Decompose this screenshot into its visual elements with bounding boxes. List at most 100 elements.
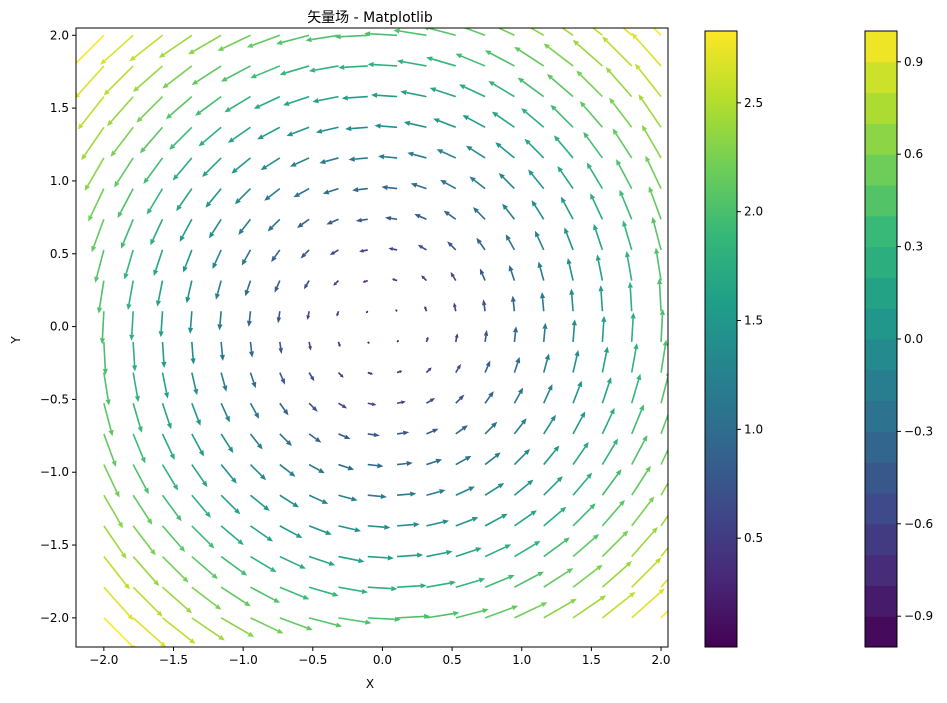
quiver-arrow	[212, 249, 222, 270]
quiver-arrow	[631, 32, 662, 67]
chart-title: 矢量场 - Matplotlib	[307, 10, 433, 26]
colorbar-tick-label: 2.5	[744, 96, 763, 110]
quiver-arrow	[397, 552, 424, 558]
quiver-arrow	[572, 39, 603, 67]
quiver-arrow	[246, 34, 281, 48]
quiver-arrow	[634, 63, 662, 98]
quiver-arrow	[337, 341, 341, 348]
quiver-arrow	[250, 586, 281, 603]
quiver-arrow	[542, 322, 548, 342]
colorbar-tick-label: 0.3	[904, 240, 923, 254]
quiver-arrow	[631, 588, 665, 619]
quiver-arrow	[537, 261, 545, 281]
quiver-arrow	[513, 356, 521, 373]
quiver-arrow	[371, 92, 398, 98]
quiver-arrow	[143, 157, 164, 184]
quiver-arrow	[455, 547, 482, 558]
quiver-arrow	[249, 341, 255, 358]
quiver-arrow	[132, 433, 146, 464]
quiver-arrow	[249, 433, 263, 450]
quiver-arrow	[88, 188, 105, 222]
quiver-arrow	[84, 157, 105, 191]
quiver-arrow	[220, 402, 230, 423]
quiver-arrow	[484, 421, 498, 435]
quiver-arrow	[217, 311, 223, 331]
quiver-arrow	[219, 341, 225, 362]
quiver-arrow	[158, 34, 193, 58]
x-tick-label: 0.5	[443, 653, 462, 667]
colorbar-level	[865, 185, 897, 217]
y-tick-label: −1.5	[40, 538, 69, 552]
quiver-arrow	[136, 96, 164, 123]
quiver-arrow	[220, 617, 255, 637]
quiver-arrow	[426, 428, 439, 435]
colorbar-tick-label: −0.6	[904, 517, 933, 531]
quiver-arrow	[308, 586, 339, 597]
quiver-arrow	[190, 341, 196, 365]
quiver-arrow	[191, 402, 201, 426]
quiver-arrow	[601, 530, 629, 558]
colorbar-tick-label: 0.5	[744, 531, 763, 545]
quiver-arrow	[161, 341, 167, 368]
quiver-arrow	[447, 241, 457, 251]
quiver-arrow	[279, 402, 289, 416]
quiver-arrow	[462, 115, 486, 128]
quiver-arrow	[158, 311, 164, 338]
quiver-arrow	[264, 187, 281, 201]
quiver-arrow	[338, 433, 351, 440]
quiver-arrow	[543, 445, 560, 466]
quiver-arrow	[110, 126, 134, 157]
colorbar-level	[865, 585, 897, 617]
quiver-arrow	[274, 280, 281, 293]
quiver-arrow	[601, 438, 619, 465]
quiver-arrow	[573, 28, 603, 36]
quiver-arrow	[455, 425, 468, 435]
quiver-arrow	[660, 370, 668, 404]
quiver-arrow	[543, 506, 567, 527]
quiver-arrow	[505, 234, 516, 251]
quiver-arrow	[436, 149, 457, 159]
quiver-arrow	[191, 494, 211, 518]
colorbar-level	[865, 308, 897, 340]
quiver-arrow	[337, 372, 344, 378]
quiver-arrow	[572, 411, 586, 435]
quiver-arrow	[161, 372, 170, 399]
quiver-arrow	[341, 95, 368, 101]
quiver-arrow	[508, 264, 516, 281]
quiver-arrow	[220, 464, 237, 484]
colorbar-level	[865, 400, 897, 432]
quiver-arrow	[641, 124, 662, 159]
quiver-arrow	[367, 402, 377, 406]
quiver-arrow	[514, 602, 548, 619]
quiver-arrow	[557, 166, 574, 190]
quiver-arrow	[426, 489, 446, 496]
quiver-arrow	[513, 479, 534, 496]
quiver-arrow	[605, 67, 633, 98]
quiver-arrow	[182, 249, 193, 273]
quiver-arrow	[426, 458, 443, 466]
quiver-arrow	[278, 341, 283, 355]
x-tick-label: 1.5	[582, 653, 601, 667]
quiver-arrow	[172, 157, 193, 181]
x-tick-label: −2.0	[89, 653, 118, 667]
quiver-arrow	[450, 271, 457, 281]
quiver-arrow	[103, 617, 137, 647]
quiver-arrow	[308, 555, 336, 566]
quiver-arrow	[224, 95, 251, 113]
quiver-arrow	[260, 157, 281, 171]
quiver-arrow	[286, 126, 310, 137]
colorbar-tick-label: −0.3	[904, 424, 933, 438]
quiver-arrow	[102, 341, 108, 375]
quiver-arrow	[338, 494, 358, 502]
quiver-arrow	[397, 583, 427, 589]
quiver-arrow	[338, 555, 365, 564]
colorbar-gradient	[705, 31, 737, 647]
x-tick-label: −1.0	[229, 653, 258, 667]
quiver-arrow	[601, 346, 609, 373]
quiver-arrow	[601, 469, 622, 496]
quiver-arrow	[150, 218, 164, 246]
quiver-arrow	[279, 372, 286, 385]
quiver-arrow	[572, 595, 607, 619]
